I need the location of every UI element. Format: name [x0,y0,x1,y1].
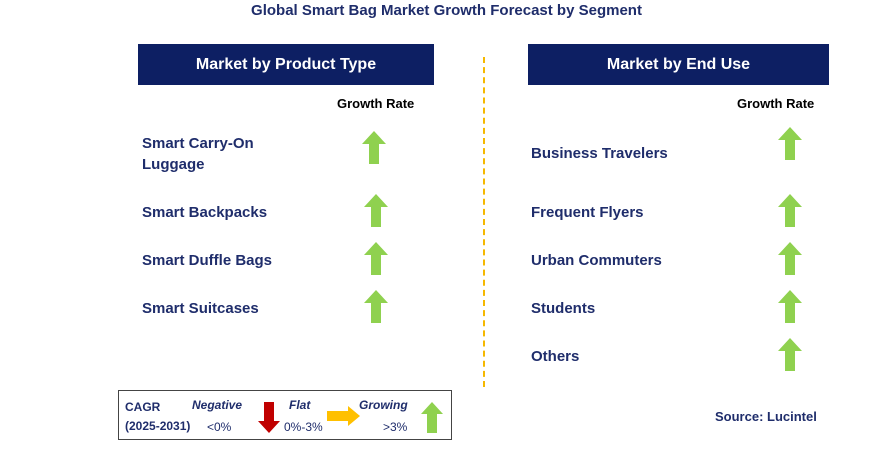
product-item-4: Smart Suitcases [142,300,259,317]
up-arrow-icon [364,194,388,227]
end-use-item-5: Others [531,348,580,365]
end-use-item-4: Students [531,300,596,317]
legend-flat-label: Flat [289,398,311,412]
product-type-header: Market by Product Type [138,44,434,85]
product-item-2: Smart Backpacks [142,204,268,221]
cagr-legend: CAGR (2025-2031) Negative <0% Flat 0%-3%… [118,390,452,440]
page-title: Global Smart Bag Market Growth Forecast … [251,2,642,19]
right-arrow-icon [327,406,360,429]
up-arrow-icon [778,338,802,371]
legend-period: (2025-2031) [125,419,191,433]
panel-divider [483,57,485,387]
up-arrow-icon [364,242,388,275]
up-arrow-icon [421,402,443,436]
end-use-header: Market by End Use [528,44,829,85]
legend-growing-label: Growing [359,398,408,412]
legend-cagr-label: CAGR [125,400,161,414]
product-type-growth-rate-label: Growth Rate [337,96,415,111]
end-use-growth-rate-label: Growth Rate [737,96,815,111]
down-arrow-icon [258,402,280,436]
end-use-item-3: Urban Commuters [531,252,662,269]
legend-negative-label: Negative [192,398,243,412]
up-arrow-icon [778,127,802,160]
source-note: Source: Lucintel [715,409,817,424]
legend-negative-value: <0% [207,420,232,434]
up-arrow-icon [778,290,802,323]
product-item-3: Smart Duffle Bags [142,252,273,269]
up-arrow-icon [778,194,802,227]
end-use-item-1: Business Travelers [531,145,668,162]
product-item-1-line2: Luggage [142,156,205,173]
up-arrow-icon [778,242,802,275]
end-use-item-2: Frequent Flyers [531,204,644,221]
product-item-1: Smart Carry-On Luggage [142,133,254,175]
up-arrow-icon [362,131,386,164]
product-item-1-line1: Smart Carry-On [142,135,254,152]
legend-growing-value: >3% [383,420,408,434]
up-arrow-icon [364,290,388,323]
legend-flat-value: 0%-3% [284,420,323,434]
